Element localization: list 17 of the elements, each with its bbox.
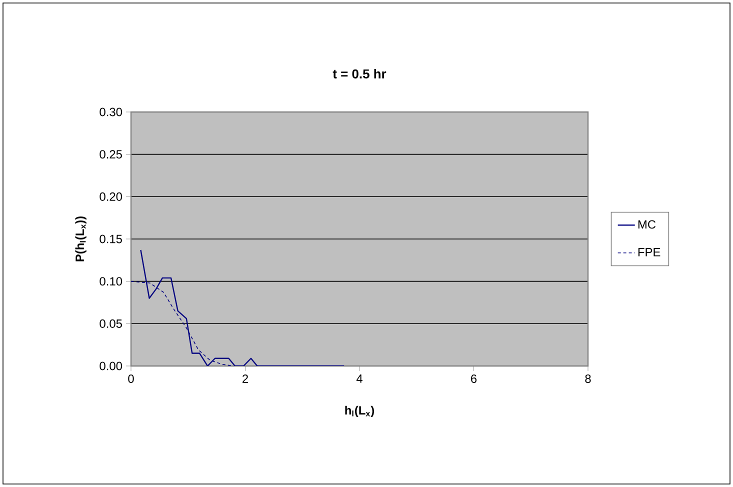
chart-title: t = 0.5 hr — [332, 68, 386, 78]
x-tick-label: 6 — [471, 374, 477, 383]
y-tick-label: 0.00 — [100, 362, 122, 370]
y-tick-label: 0.05 — [100, 319, 122, 328]
legend-label: FPE — [638, 248, 660, 256]
x-axis-title: h$_{l}$(L$_{x}$) — [345, 406, 374, 417]
y-tick-label: 0.15 — [100, 234, 122, 244]
x-tick-label: 2 — [242, 374, 248, 383]
x-tick-label: 8 — [585, 374, 591, 383]
x-tick-label: 4 — [356, 374, 362, 383]
y-tick-label: 0.25 — [100, 150, 122, 159]
y-axis-title: P(h$_{l}$(L$_{x}$)) — [75, 216, 86, 262]
y-tick-label: 0.20 — [100, 192, 122, 201]
y-tick-label: 0.30 — [100, 108, 122, 116]
legend-label: MC — [638, 220, 656, 229]
y-tick-label: 0.10 — [100, 277, 122, 286]
x-tick-label: 0 — [128, 374, 134, 383]
